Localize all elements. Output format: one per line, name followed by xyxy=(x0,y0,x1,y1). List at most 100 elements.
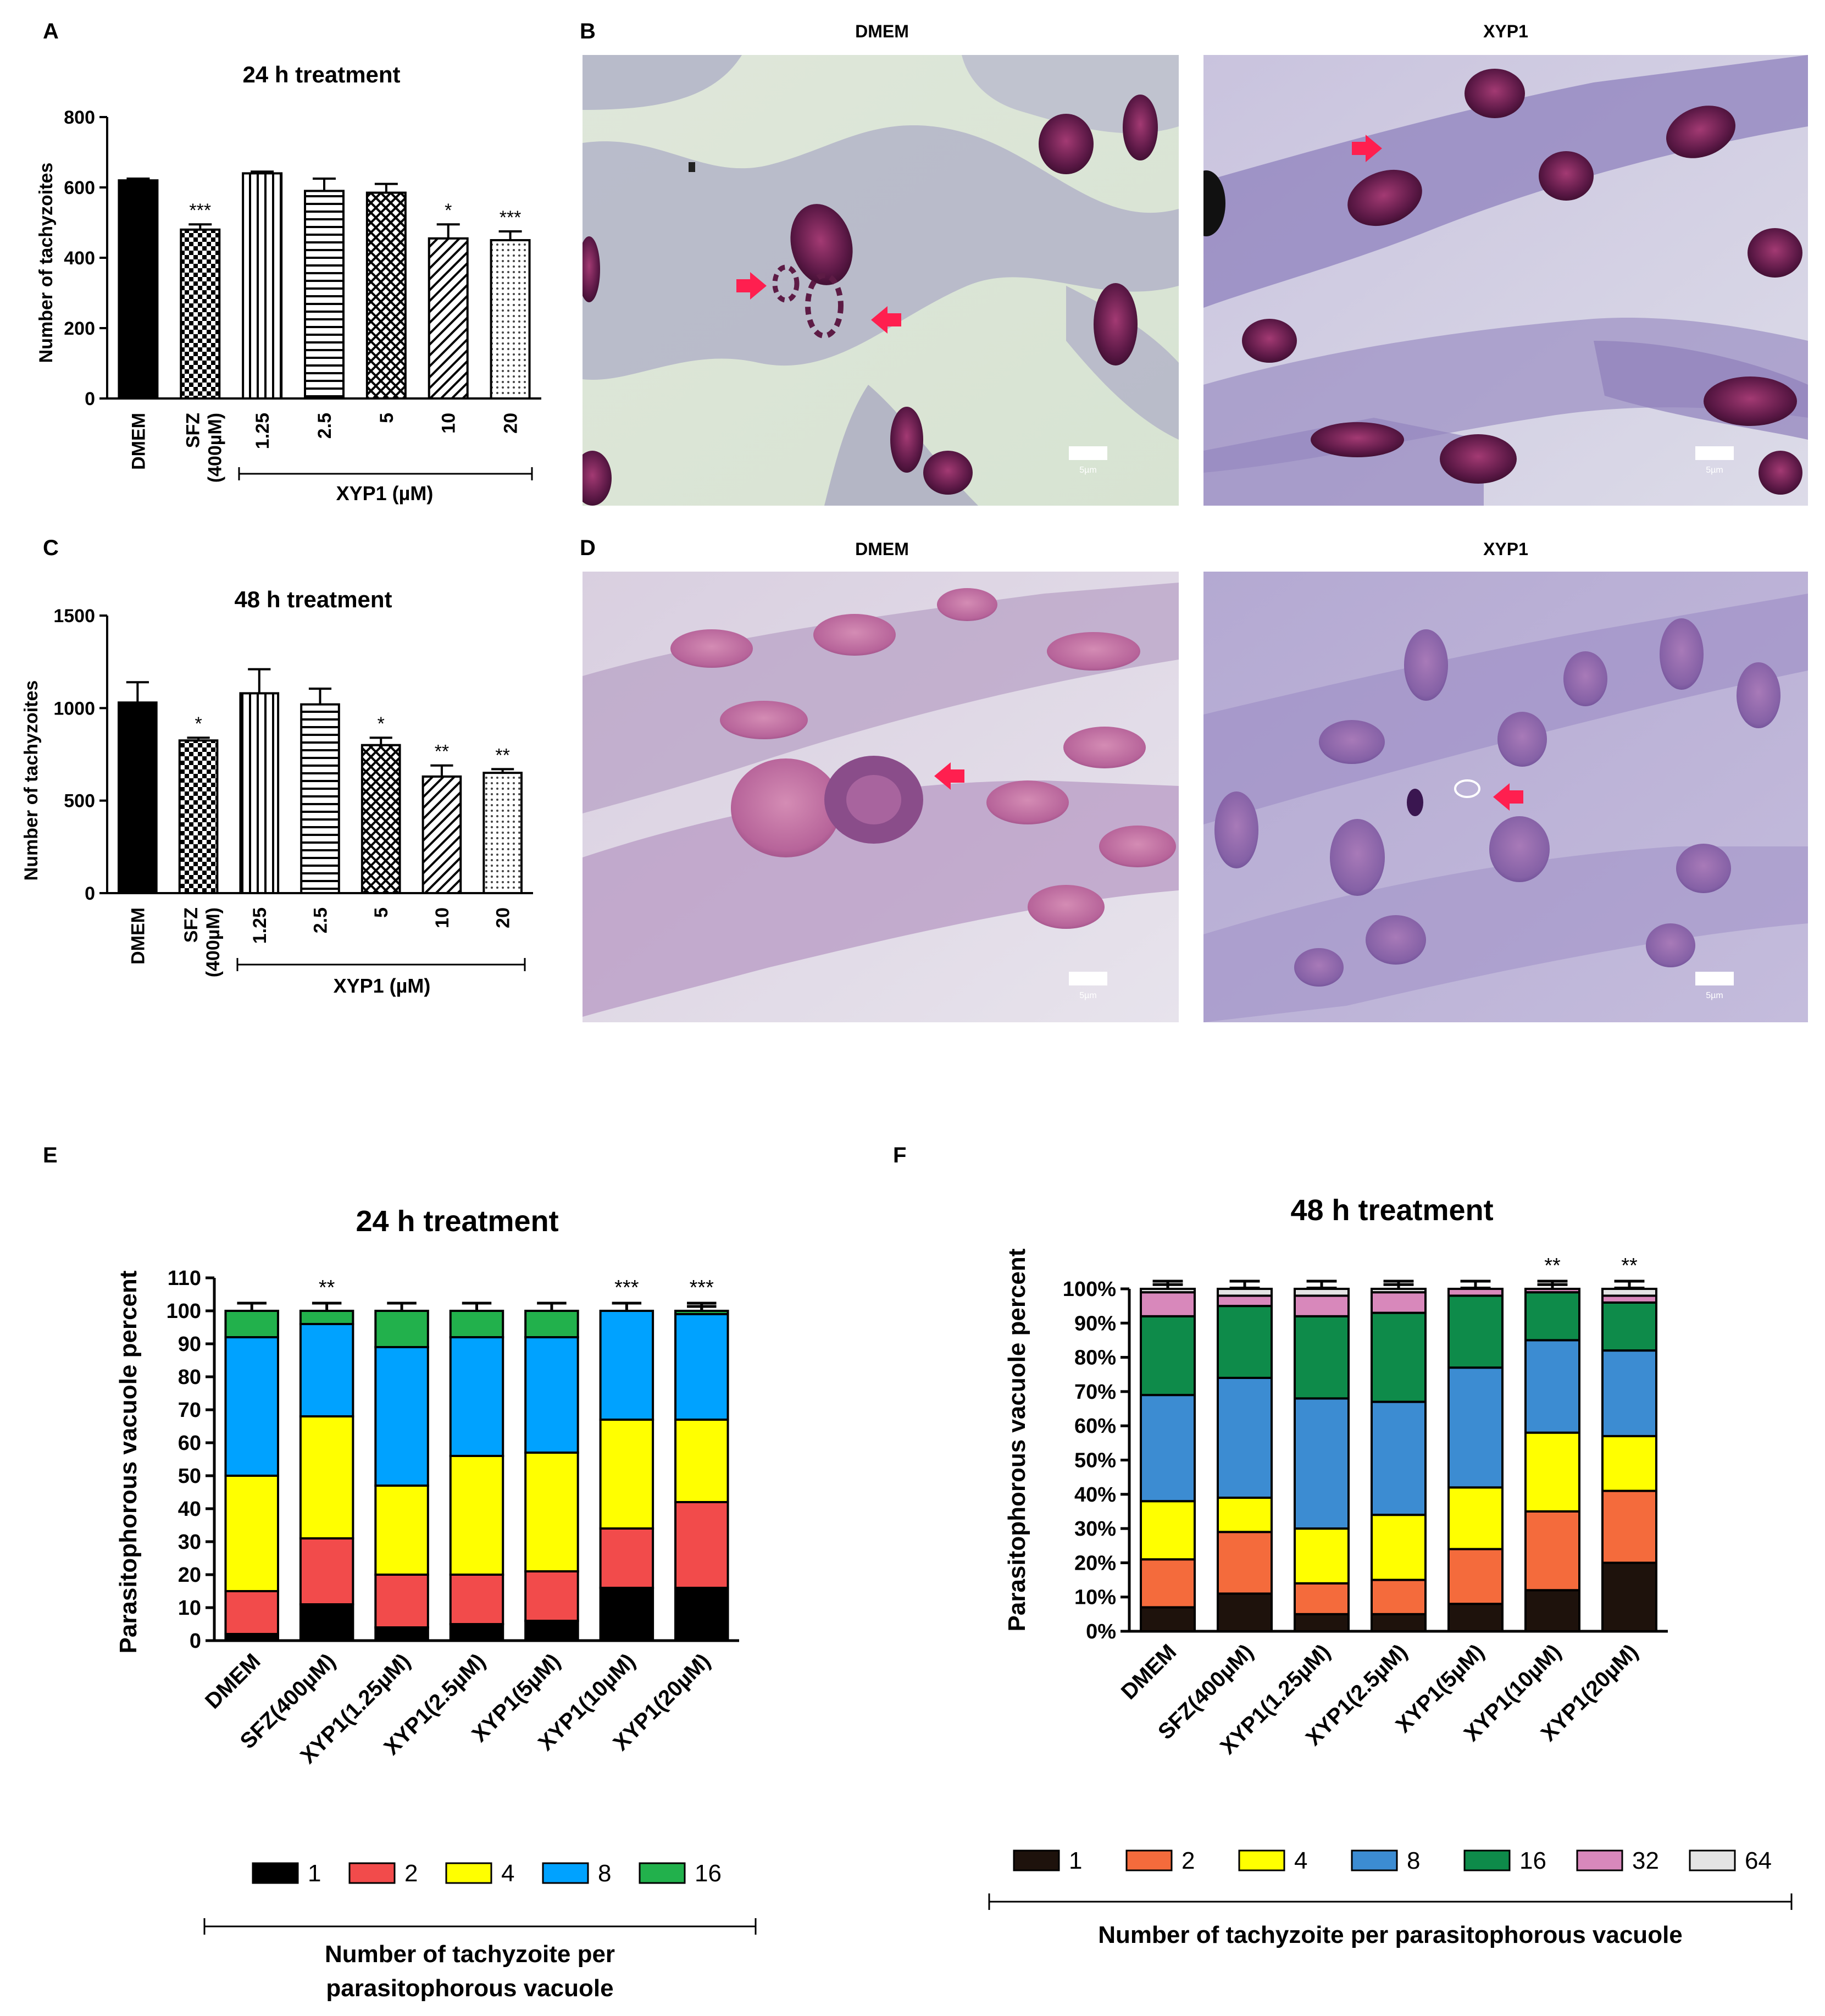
stacked-segment xyxy=(599,1587,654,1642)
stacked-segment xyxy=(1217,1497,1273,1533)
legend-label: 2 xyxy=(404,1860,418,1887)
legend-label: 1 xyxy=(1069,1847,1082,1874)
legend-swatch xyxy=(252,1862,299,1884)
stacked-segment xyxy=(1217,1531,1273,1595)
stacked-segment xyxy=(449,1623,504,1642)
legend-label: 16 xyxy=(695,1860,722,1887)
stacked-segment xyxy=(1447,1366,1504,1489)
stacked-segment xyxy=(524,1570,579,1622)
stacked-segment xyxy=(1601,1349,1657,1437)
significance-marker: *** xyxy=(189,200,211,221)
stacked-segment xyxy=(1447,1603,1504,1632)
panel-b-image-xyp1: 5µm xyxy=(1203,55,1808,506)
significance-marker: * xyxy=(445,200,452,221)
significance-marker: ** xyxy=(319,1276,335,1299)
panel-b-micrographs: DMEM XYP1 5µm xyxy=(583,21,1808,506)
y-tick-label: 800 xyxy=(64,107,95,128)
stacked-segment xyxy=(674,1419,729,1503)
x-tick-label: 1.25 xyxy=(252,413,273,449)
bar xyxy=(242,172,283,400)
stacked-segment xyxy=(1294,1582,1350,1615)
parasite-arrow-icon xyxy=(736,272,767,300)
panel-a-bars: *** * *** xyxy=(118,170,531,400)
x-tick-label: 20 xyxy=(493,907,514,928)
bar xyxy=(300,703,340,894)
y-tick-label: 100% xyxy=(1063,1278,1116,1301)
scale-bar-label: 5µm xyxy=(1706,466,1723,475)
panel-f-legend: 1 2 4 8 16 32 64 xyxy=(1013,1847,1772,1874)
y-tick-label: 0 xyxy=(85,883,95,904)
panel-f-bars: ** ** xyxy=(1140,1254,1657,1633)
panel-e-legend-title-line1: Number of tachyzoite per xyxy=(325,1941,615,1968)
stacked-segment xyxy=(524,1452,579,1572)
x-tick-label: 2.5 xyxy=(314,413,335,439)
parasite-arrow-icon xyxy=(1352,135,1382,162)
panel-a-x-tick-labels: DMEM SFZ(400µM) 1.25 2.5 5 10 20 xyxy=(128,413,521,483)
stacked-segment xyxy=(1140,1500,1196,1561)
x-tick-label: SFZ(400µM) xyxy=(182,413,225,483)
x-tick-label: 1.25 xyxy=(249,907,270,944)
stacked-segment xyxy=(449,1455,504,1576)
y-tick-label: 40 xyxy=(178,1498,201,1521)
stacked-segment xyxy=(1601,1561,1657,1632)
bar xyxy=(365,191,407,400)
stacked-segment xyxy=(224,1475,279,1592)
stacked-segment xyxy=(524,1310,579,1338)
panel-f-axes: 0% 10% 20% 30% 40% 50% 60% 70% 80% 90% 100% xyxy=(1063,1278,1668,1643)
significance-marker: *** xyxy=(614,1276,639,1299)
panel-c-ylabel: Number of tachyzoites xyxy=(21,680,42,881)
stacked-segment xyxy=(1140,1291,1196,1317)
stacked-segment xyxy=(1140,1288,1196,1294)
scale-bar-label: 5µm xyxy=(1079,991,1096,1000)
panel-d-image-dmem: 5µm xyxy=(583,572,1179,1022)
stacked-segment xyxy=(374,1574,429,1629)
stacked-segment xyxy=(1294,1527,1350,1585)
y-tick-label: 90 xyxy=(178,1333,201,1356)
panel-c-bars: * *** ** xyxy=(118,668,523,895)
significance-marker: *** xyxy=(690,1276,714,1299)
x-tick-label: DMEM xyxy=(127,907,148,965)
stacked-segment xyxy=(674,1310,729,1315)
legend-label: 16 xyxy=(1519,1847,1546,1874)
stacked-segment xyxy=(1601,1301,1657,1352)
stacked-segment xyxy=(374,1626,429,1642)
stacked-segment xyxy=(449,1336,504,1457)
stacked-segment xyxy=(299,1310,354,1325)
panel-e-bars: ** *** *** xyxy=(224,1276,729,1642)
panel-e-legend-title-line2: parasitophorous vacuole xyxy=(326,1975,613,2002)
stacked-segment xyxy=(1140,1606,1196,1632)
x-tick-label: DMEM xyxy=(128,413,149,470)
stacked-segment xyxy=(1524,1291,1580,1342)
stacked-segment xyxy=(1140,1394,1196,1503)
legend-swatch xyxy=(1013,1849,1060,1871)
x-tick-label: 10 xyxy=(439,413,459,434)
stacked-segment xyxy=(1601,1435,1657,1492)
legend-swatch xyxy=(1463,1849,1511,1871)
panel-b-image-dmem: 5µm xyxy=(583,55,1179,506)
y-tick-label: 100 xyxy=(167,1300,201,1323)
legend-swatch xyxy=(348,1862,396,1884)
y-tick-label: 0 xyxy=(190,1630,201,1653)
panel-d-image-xyp1: 5µm xyxy=(1203,572,1808,1022)
y-tick-label: 60 xyxy=(178,1432,201,1455)
panel-a-group-label: XYP1 (µM) xyxy=(336,482,434,505)
panel-e-x-tick-labels: DMEMSFZ(400µM)XYP1(1.25µM)XYP1(2.5µM)XYP… xyxy=(201,1649,715,1768)
bar xyxy=(490,239,531,400)
stacked-segment xyxy=(374,1485,429,1576)
stacked-segment xyxy=(1294,1288,1350,1297)
significance-marker: ** xyxy=(435,741,449,762)
panel-letter-e: E xyxy=(43,1143,58,1167)
stacked-segment xyxy=(224,1336,279,1477)
y-tick-label: 50% xyxy=(1074,1449,1116,1472)
stacked-segment xyxy=(524,1336,579,1454)
y-tick-label: 40% xyxy=(1074,1483,1116,1507)
y-tick-label: 500 xyxy=(64,791,95,812)
x-tick-label: 5 xyxy=(376,413,397,423)
stacked-segment xyxy=(1217,1305,1273,1379)
y-tick-label: 90% xyxy=(1074,1312,1116,1335)
stacked-segment xyxy=(1140,1558,1196,1609)
legend-swatch xyxy=(1576,1849,1623,1871)
bar xyxy=(118,701,158,894)
stacked-segment xyxy=(1524,1431,1580,1513)
scale-bar-label: 5µm xyxy=(1079,466,1096,475)
